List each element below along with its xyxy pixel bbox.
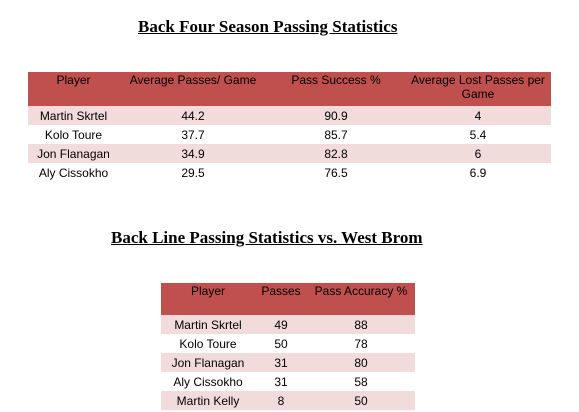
header-average-lost-passes: Average Lost Passes per Game	[405, 72, 551, 106]
header-pass-accuracy: Pass Accuracy %	[307, 283, 415, 315]
average-passes-cell: 34.9	[119, 144, 267, 163]
average-passes-cell: 29.5	[119, 163, 267, 182]
header-passes: Passes	[255, 283, 307, 315]
player-cell: Martin Skrtel	[28, 106, 119, 125]
player-cell: Aly Cissokho	[28, 163, 119, 182]
table-row: Martin Skrtel 44.2 90.9 4	[28, 106, 551, 125]
player-cell: Martin Kelly	[161, 391, 255, 410]
table-header-row: Player Average Passes/ Game Pass Success…	[28, 72, 551, 106]
pass-success-cell: 76.5	[267, 163, 405, 182]
table-row: Kolo Toure 37.7 85.7 5.4	[28, 125, 551, 144]
player-cell: Kolo Toure	[28, 125, 119, 144]
lost-passes-cell: 5.4	[405, 125, 551, 144]
table-row: Kolo Toure 50 78	[161, 334, 415, 353]
table-header-row: Player Passes Pass Accuracy %	[161, 283, 415, 315]
pass-accuracy-cell: 58	[307, 372, 415, 391]
table-row: Martin Kelly 8 50	[161, 391, 415, 410]
west-brom-passing-table: Player Passes Pass Accuracy % Martin Skr…	[161, 283, 415, 410]
player-cell: Aly Cissokho	[161, 372, 255, 391]
player-cell: Martin Skrtel	[161, 315, 255, 334]
pass-success-cell: 85.7	[267, 125, 405, 144]
player-cell: Kolo Toure	[161, 334, 255, 353]
season-passing-table: Player Average Passes/ Game Pass Success…	[28, 72, 551, 182]
passes-cell: 49	[255, 315, 307, 334]
pass-accuracy-cell: 50	[307, 391, 415, 410]
pass-accuracy-cell: 78	[307, 334, 415, 353]
table-row: Jon Flanagan 34.9 82.8 6	[28, 144, 551, 163]
passes-cell: 31	[255, 353, 307, 372]
lost-passes-cell: 4	[405, 106, 551, 125]
table-row: Jon Flanagan 31 80	[161, 353, 415, 372]
pass-accuracy-cell: 88	[307, 315, 415, 334]
header-pass-success: Pass Success %	[267, 72, 405, 106]
season-passing-title: Back Four Season Passing Statistics	[138, 17, 398, 36]
lost-passes-cell: 6.9	[405, 163, 551, 182]
average-passes-cell: 44.2	[119, 106, 267, 125]
player-cell: Jon Flanagan	[28, 144, 119, 163]
passes-cell: 8	[255, 391, 307, 410]
header-player: Player	[28, 72, 119, 106]
pass-success-cell: 82.8	[267, 144, 405, 163]
pass-accuracy-cell: 80	[307, 353, 415, 372]
table-row: Martin Skrtel 49 88	[161, 315, 415, 334]
passes-cell: 31	[255, 372, 307, 391]
passes-cell: 50	[255, 334, 307, 353]
header-average-passes: Average Passes/ Game	[119, 72, 267, 106]
header-player: Player	[161, 283, 255, 315]
table-row: Aly Cissokho 31 58	[161, 372, 415, 391]
lost-passes-cell: 6	[405, 144, 551, 163]
player-cell: Jon Flanagan	[161, 353, 255, 372]
west-brom-passing-title: Back Line Passing Statistics vs. West Br…	[111, 228, 423, 247]
pass-success-cell: 90.9	[267, 106, 405, 125]
average-passes-cell: 37.7	[119, 125, 267, 144]
table-row: Aly Cissokho 29.5 76.5 6.9	[28, 163, 551, 182]
